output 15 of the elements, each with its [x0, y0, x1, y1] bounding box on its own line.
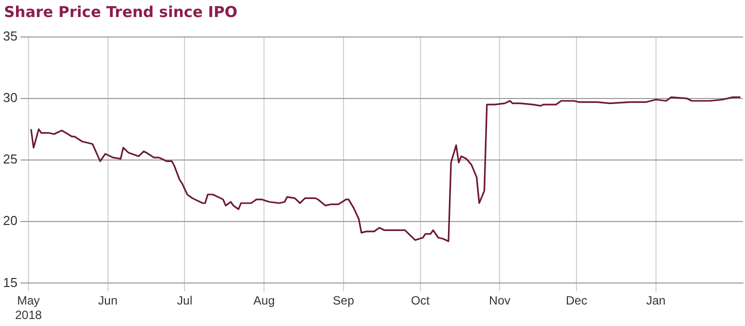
x-tick-label: Aug [253, 294, 275, 308]
x-tick-label: May 2018 [15, 294, 42, 322]
x-tick-label: Jul [177, 294, 192, 308]
x-tick-label: Oct [410, 294, 430, 308]
x-tick-label: Dec [566, 294, 588, 308]
y-tick-label: 15 [2, 274, 18, 290]
x-tick-label: Nov [489, 294, 510, 308]
x-tick-label: Jun [98, 294, 118, 308]
y-tick-label: 20 [2, 213, 18, 228]
x-tick-label: Jan [646, 294, 666, 308]
y-tick-label: 35 [2, 28, 18, 44]
chart-title: Share Price Trend since IPO [3, 2, 238, 23]
x-tick-label: Sep [332, 294, 354, 308]
y-tick-label: 25 [2, 152, 18, 167]
y-tick-label: 30 [2, 90, 18, 105]
